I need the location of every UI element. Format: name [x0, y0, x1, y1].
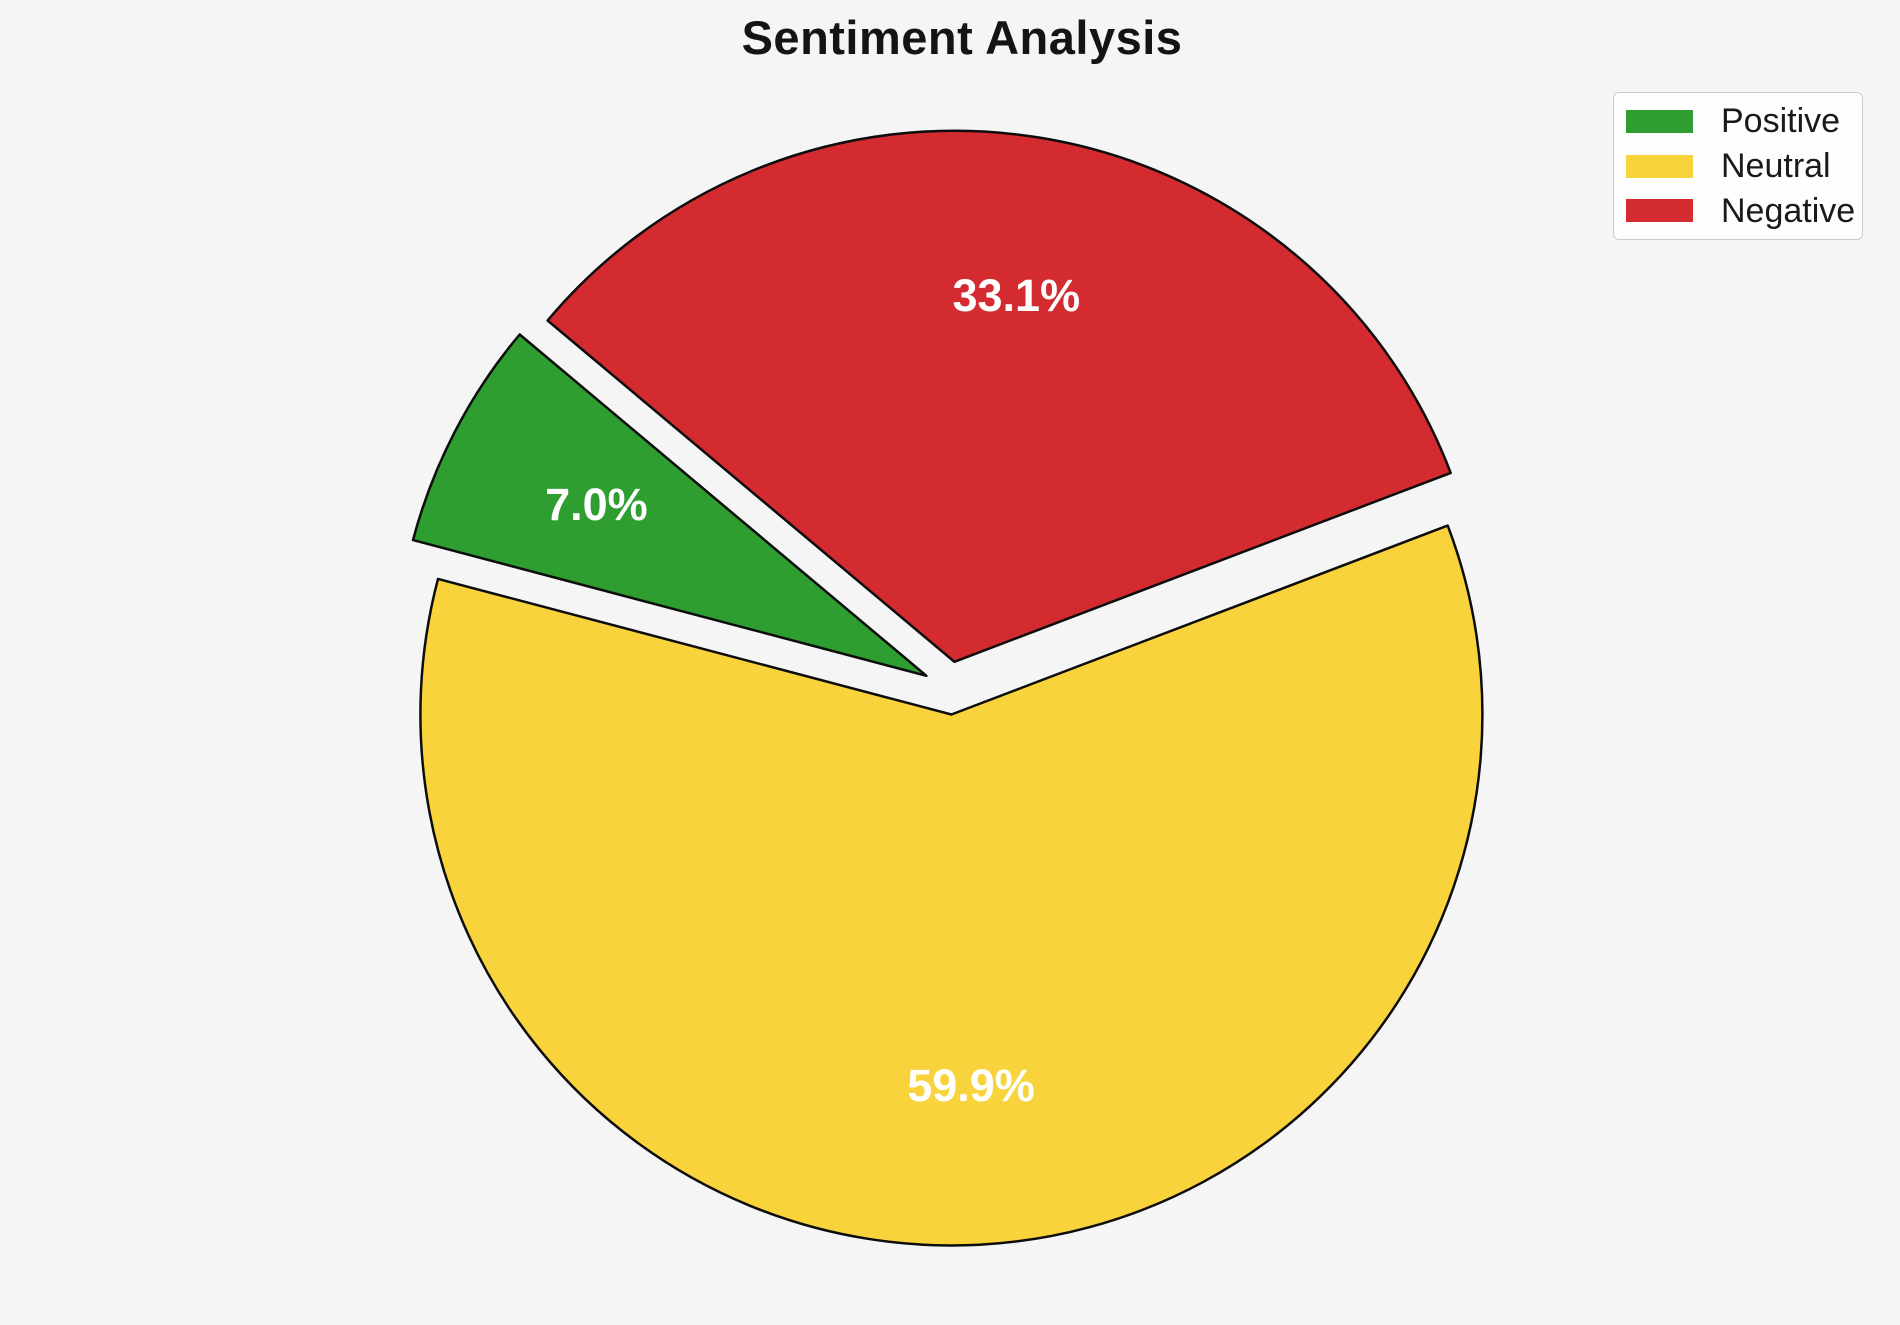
pie-percent-labels-group: 7.0% 59.9% 33.1%: [545, 270, 1080, 1111]
pie-slices-group: [411, 129, 1484, 1247]
legend-swatch-negative: [1626, 199, 1693, 223]
pie-percent-label-positive: 7.0%: [545, 479, 648, 530]
pie-slice-negative: [546, 129, 1452, 664]
legend-swatch-neutral: [1626, 154, 1693, 178]
legend-item-negative: Negative: [1626, 188, 1855, 233]
legend-item-positive: Positive: [1626, 99, 1850, 144]
pie-percent-label-neutral: 59.9%: [907, 1060, 1035, 1111]
legend-item-neutral: Neutral: [1626, 144, 1850, 189]
pie-slice-neutral: [419, 524, 1484, 1247]
pie-percent-label-negative: 33.1%: [952, 270, 1080, 321]
pie-slice-positive: [411, 333, 928, 678]
legend-label-neutral: Neutral: [1721, 147, 1831, 185]
chart-title: Sentiment Analysis: [741, 11, 1183, 64]
legend: Positive Neutral Negative: [1613, 92, 1863, 240]
legend-label-negative: Negative: [1721, 191, 1856, 230]
legend-label-positive: Positive: [1721, 102, 1841, 141]
legend-swatch-positive: [1626, 109, 1693, 133]
